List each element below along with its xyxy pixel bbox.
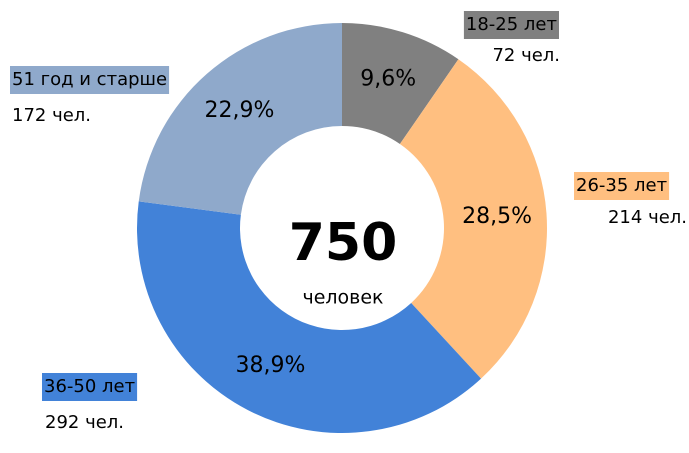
slice [399, 59, 548, 379]
count-label: 172 чел. [12, 105, 91, 126]
slice [342, 23, 459, 145]
label-bg [574, 172, 670, 200]
category-label: 26-35 лет [576, 175, 667, 196]
percent-label: 38,9% [236, 353, 306, 378]
slice [137, 201, 482, 433]
count-label: 292 чел. [45, 412, 124, 433]
label-bg [10, 66, 170, 94]
label-bg [463, 11, 559, 39]
percent-label: 9,6% [360, 67, 416, 92]
category-label: 51 год и старше [12, 69, 167, 90]
percent-label: 28,5% [462, 204, 532, 229]
total-label: человек [302, 287, 383, 309]
count-label: 214 чел. [608, 207, 687, 228]
count-label: 72 чел. [492, 45, 560, 66]
slice [138, 23, 342, 215]
category-label: 36-50 лет [44, 376, 135, 397]
category-label: 18-25 лет [466, 14, 557, 35]
label-bg [42, 373, 138, 401]
percent-label: 22,9% [205, 98, 275, 123]
total: 750 [289, 213, 398, 273]
